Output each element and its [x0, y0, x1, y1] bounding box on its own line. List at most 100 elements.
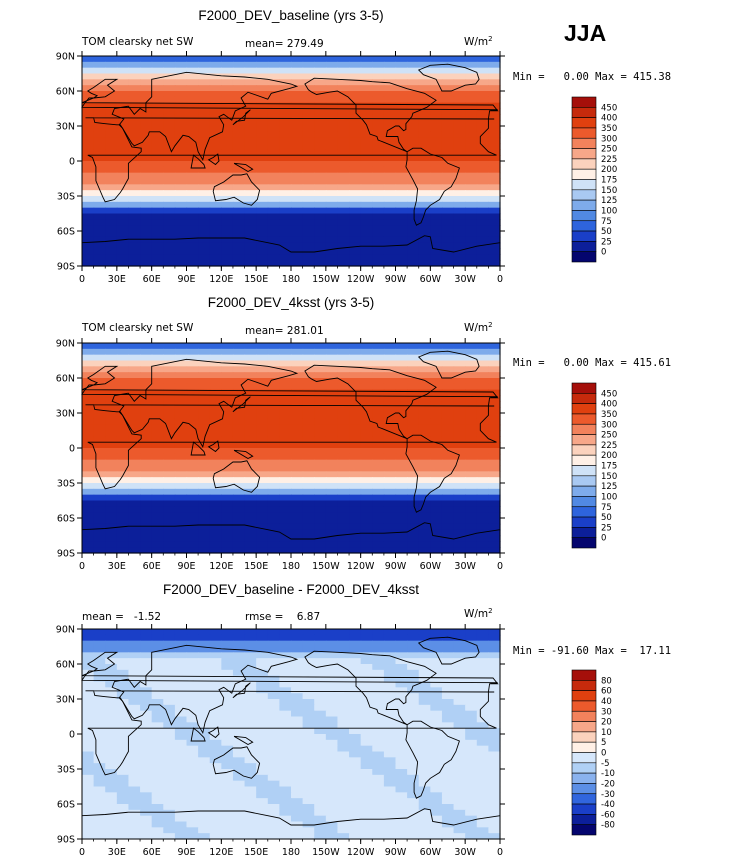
map-cell [383, 213, 397, 220]
map-cell [221, 798, 234, 805]
colorbar-swatch [571, 762, 597, 774]
map-cell [209, 774, 222, 782]
map-cell [349, 751, 362, 758]
coastline [417, 350, 480, 379]
map-cell [105, 137, 118, 145]
map-cell [395, 178, 408, 185]
map-cell [372, 190, 385, 197]
map-cell [232, 687, 246, 694]
map-cell [349, 424, 362, 432]
map-cell [349, 681, 362, 688]
map-cell [476, 699, 489, 706]
map-cell [302, 640, 315, 648]
map-cell [418, 155, 431, 162]
map-cell [93, 248, 106, 255]
map-cell [465, 120, 478, 127]
map-cell [291, 354, 304, 362]
map-cell [267, 675, 280, 683]
map-cell [360, 763, 373, 770]
map-cell [174, 413, 188, 420]
map-cell [140, 780, 153, 788]
map-cell [349, 483, 362, 490]
map-cell [476, 763, 489, 770]
map-cell [267, 61, 280, 69]
map-cell [279, 96, 292, 104]
map-cell [291, 547, 304, 554]
map-cell [383, 378, 397, 385]
map-cell [407, 231, 420, 238]
map-cell [395, 190, 408, 197]
coastlines [81, 636, 501, 826]
map-cell [337, 401, 350, 408]
map-cell [476, 366, 489, 373]
map-cell [430, 407, 443, 414]
map-cell [209, 126, 222, 133]
map-cell [186, 763, 199, 770]
map-cell [476, 348, 489, 356]
map-cell [476, 413, 489, 420]
map-cell [453, 681, 466, 688]
map-cell [128, 348, 141, 356]
map-cell [372, 56, 385, 63]
map-cell [151, 518, 164, 525]
map-cell [372, 201, 385, 209]
map-cell [395, 383, 408, 391]
map-cell [337, 149, 350, 156]
map-cell [209, 102, 222, 110]
map-cell [418, 96, 431, 104]
map-cell [279, 669, 292, 677]
map-cell [465, 348, 478, 356]
map-cell [198, 465, 211, 472]
map-cell [174, 704, 188, 712]
map-cell [430, 821, 443, 828]
map-cell [291, 196, 304, 203]
map-cell [337, 430, 350, 437]
map-cell [221, 780, 234, 788]
map-cell [488, 190, 501, 197]
map-cell [314, 506, 327, 513]
map-cell [407, 477, 420, 484]
colorbar-label: 350 [601, 124, 617, 134]
map-cell [407, 640, 420, 648]
map-cell [209, 201, 222, 209]
map-cell [407, 769, 420, 776]
map-cell [174, 681, 188, 688]
map-cell [291, 792, 304, 799]
map-cell [291, 477, 304, 484]
map-cell [198, 716, 211, 723]
map-cell [174, 137, 188, 145]
map-cell [418, 430, 431, 437]
colorbar-swatch [571, 824, 597, 836]
map-cell [441, 137, 455, 145]
map-cell [441, 483, 455, 490]
map-cell [221, 693, 234, 700]
map-cell [325, 669, 339, 677]
map-cell [174, 652, 188, 659]
map-cell [198, 178, 211, 185]
map-cell [372, 757, 385, 764]
map-cell [407, 343, 420, 350]
map-cell [82, 242, 95, 250]
map-cell [82, 378, 95, 385]
map-cell [221, 757, 234, 764]
map-cell [476, 137, 489, 145]
map-cell [221, 477, 234, 484]
map-cell [267, 178, 280, 185]
map-cell [407, 354, 420, 362]
map-cell [221, 201, 234, 209]
map-cell [453, 728, 466, 735]
map-cell [430, 640, 443, 648]
map-cell [372, 483, 385, 490]
map-cell [174, 348, 188, 356]
map-cell [116, 213, 130, 220]
map-cell [93, 56, 106, 63]
map-cell [291, 91, 304, 98]
map-cell [244, 207, 257, 215]
map-cell [325, 471, 339, 478]
map-cell [291, 85, 304, 92]
map-cell [291, 774, 304, 782]
map-cell [186, 354, 199, 362]
map-cell [407, 424, 420, 432]
map-cell [82, 453, 95, 461]
map-cell [256, 547, 269, 554]
